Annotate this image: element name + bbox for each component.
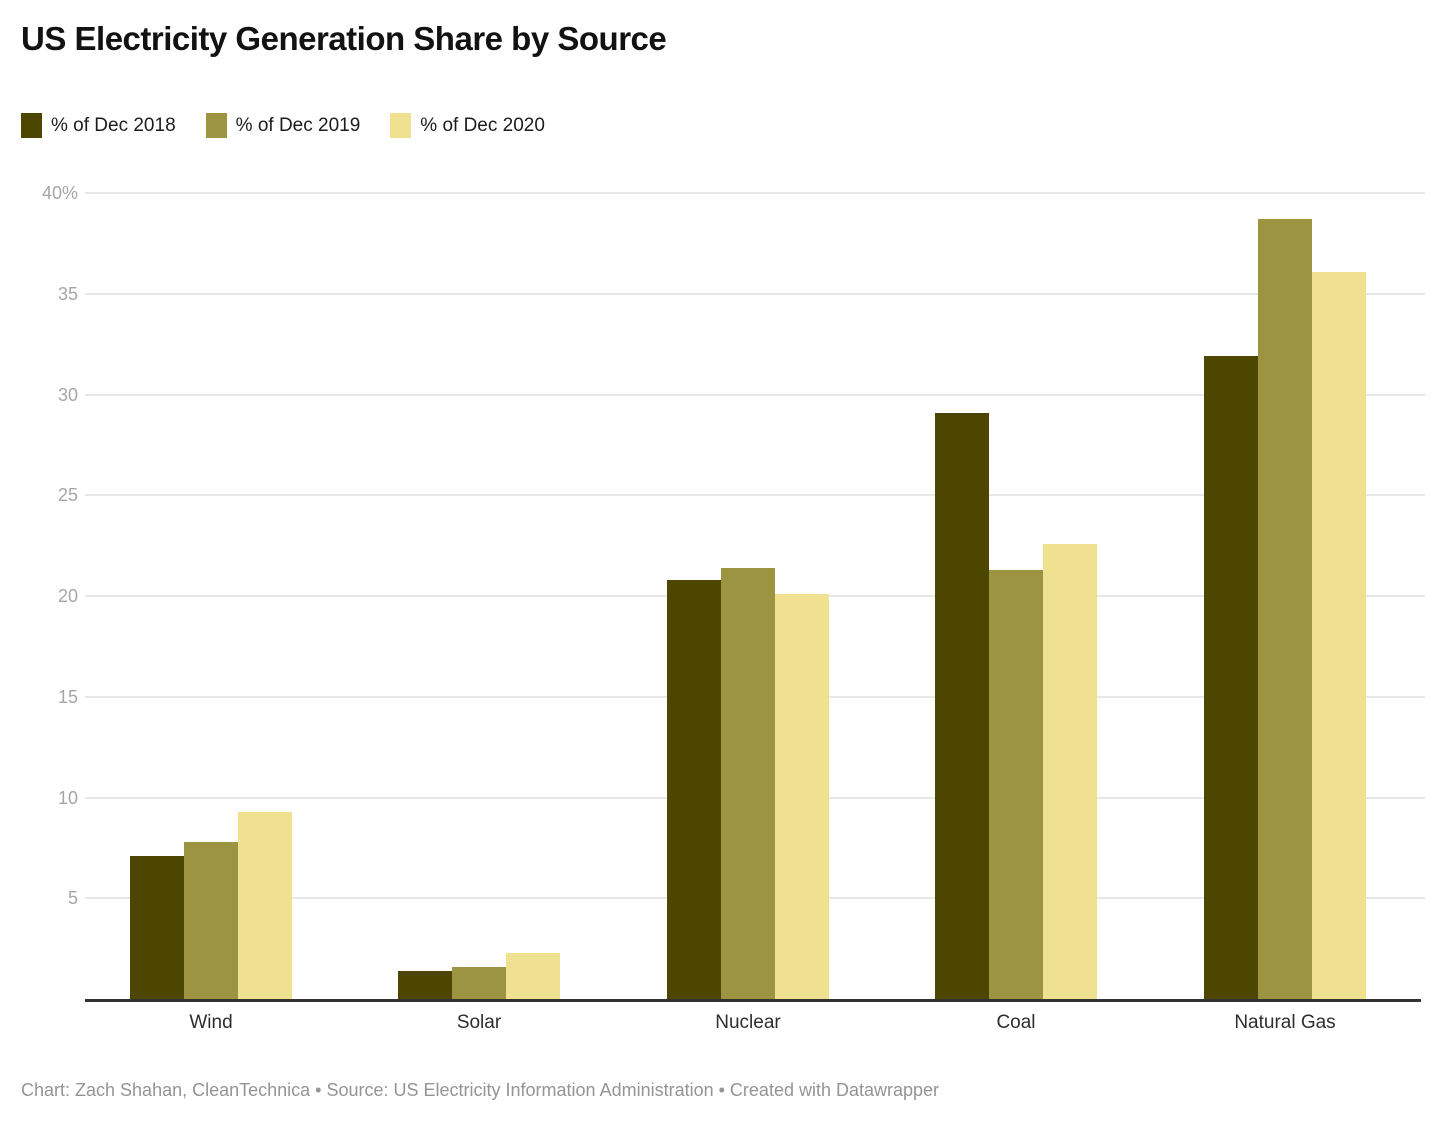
bar-wind-2019 [184, 842, 238, 999]
bar-wind-2020 [238, 812, 292, 999]
bar-solar-2019 [452, 967, 506, 999]
y-axis-tick-label: 40% [41, 183, 78, 203]
bar-coal-2018 [935, 413, 989, 999]
chart-title: US Electricity Generation Share by Sourc… [21, 20, 667, 57]
legend-swatch-icon [205, 113, 227, 138]
bar-nuclear-2019 [721, 568, 775, 999]
legend: % of Dec 2018 % of Dec 2019 % of Dec 2020 [21, 113, 545, 138]
y-axis-tick-label: 30 [57, 384, 78, 405]
y-axis-tick-label: 25 [57, 485, 78, 506]
legend-swatch-icon [390, 113, 412, 138]
y-axis-tick-label: 5 [67, 888, 78, 909]
y-axis-tick-label: 10 [57, 787, 78, 808]
bar-nuclear-2020 [775, 594, 829, 999]
legend-item: % of Dec 2019 [205, 113, 361, 138]
bar-natural-gas-2020 [1312, 272, 1366, 999]
y-axis-tick-label: 35 [57, 283, 78, 304]
bar-solar-2020 [506, 953, 560, 999]
y-gridline [85, 192, 1425, 194]
legend-label: % of Dec 2019 [235, 114, 361, 136]
legend-item: % of Dec 2020 [390, 113, 545, 138]
bar-nuclear-2018 [667, 580, 721, 999]
x-axis-category-label: Nuclear [715, 1012, 781, 1033]
x-axis-category-label: Wind [189, 1012, 233, 1033]
y-gridline [85, 292, 1425, 295]
y-axis-tick-label: 20 [57, 586, 78, 606]
bar-wind-2018 [130, 856, 184, 999]
legend-label: % of Dec 2018 [51, 114, 176, 136]
x-axis-category-label: Solar [456, 1012, 502, 1033]
y-axis-tick-label: 15 [57, 686, 78, 707]
legend-item: % of Dec 2018 [21, 113, 176, 138]
legend-label: % of Dec 2020 [420, 114, 545, 136]
y-gridline [85, 494, 1425, 497]
x-axis-category-label: Coal [996, 1012, 1036, 1033]
x-axis-baseline [85, 999, 1421, 1002]
bar-solar-2018 [398, 971, 452, 999]
x-axis-category-label: Natural Gas [1234, 1012, 1336, 1033]
y-gridline [85, 393, 1425, 396]
chart-footer-credit: Chart: Zach Shahan, CleanTechnica • Sour… [21, 1080, 940, 1100]
bar-natural-gas-2018 [1204, 356, 1258, 999]
bar-natural-gas-2019 [1258, 219, 1312, 999]
legend-swatch-icon [21, 113, 42, 138]
bar-coal-2020 [1043, 544, 1097, 999]
bar-coal-2019 [989, 570, 1043, 999]
